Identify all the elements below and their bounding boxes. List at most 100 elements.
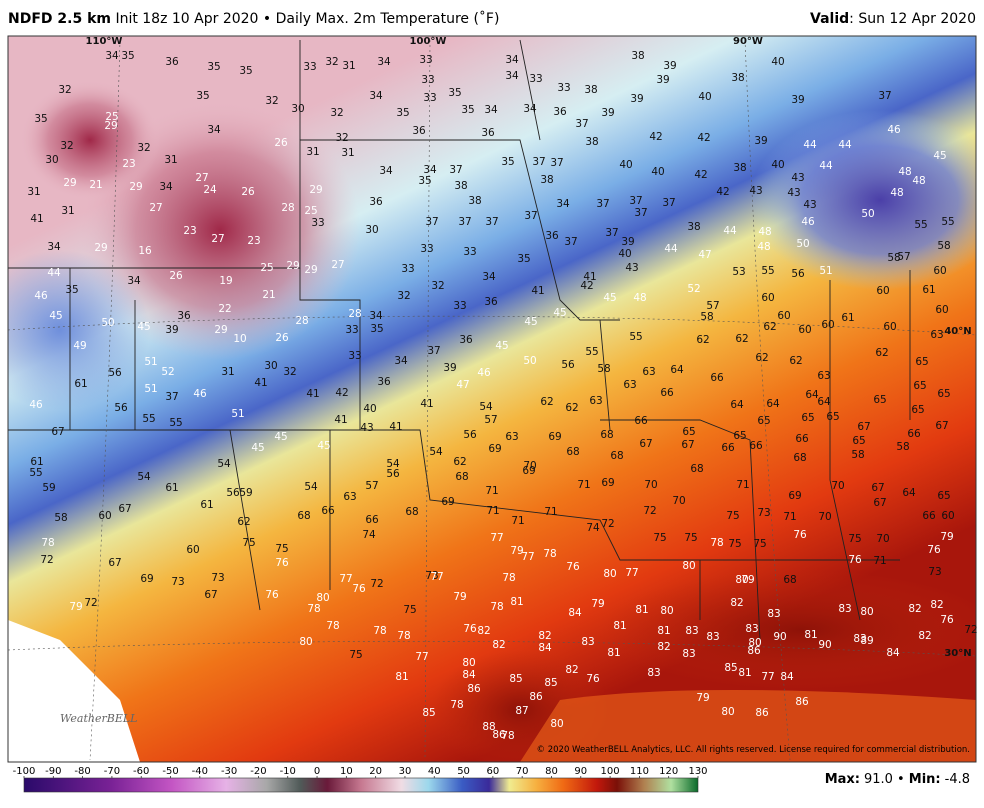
temperature-label: 45 [251,442,264,454]
subtitle: Init 18z 10 Apr 2020 • Daily Max. 2m Tem… [115,11,500,27]
colorbar [23,777,699,793]
temperature-label: 79 [69,601,82,613]
temperature-label: 84 [538,642,552,654]
temperature-label: 46 [193,388,207,400]
temperature-label: 65 [915,356,928,368]
temperature-label: 36 [369,196,383,208]
temperature-label: 33 [401,263,414,275]
temperature-label: 60 [883,321,896,333]
temperature-label: 31 [164,154,177,166]
temperature-label: 60 [798,324,811,336]
temperature-label: 78 [502,572,515,584]
temperature-label: 64 [805,389,819,401]
temperature-label: 62 [763,321,776,333]
temperature-label: 37 [532,156,545,168]
temperature-label: 76 [848,554,862,566]
temperature-label: 70 [644,479,657,491]
temperature-label: 88 [482,721,495,733]
temperature-label: 74 [362,529,376,541]
colorbar-tick-label: 80 [545,766,558,777]
temperature-label: 71 [544,506,557,518]
temperature-label: 35 [121,50,134,62]
temperature-label: 45 [524,316,537,328]
temperature-label: 63 [930,329,943,341]
temperature-label: 72 [40,554,53,566]
temperature-label: 46 [477,367,491,379]
temperature-label: 43 [791,172,804,184]
temperature-label: 34 [505,70,519,82]
temperature-label: 29 [309,184,322,196]
temperature-label: 86 [467,683,481,695]
temperature-label: 45 [274,431,287,443]
temperature-label: 42 [335,387,348,399]
temperature-label: 36 [459,334,473,346]
temperature-label: 71 [783,511,796,523]
temperature-label: 29 [214,324,227,336]
temperature-label: 25 [260,262,273,274]
temperature-label: 66 [721,442,735,454]
temperature-label: 72 [370,578,383,590]
temperature-label: 46 [801,216,815,228]
temperature-label: 44 [664,243,678,255]
temperature-label: 37 [458,216,471,228]
temperature-label: 30 [264,360,277,372]
temperature-label: 64 [766,398,780,410]
min-value: -4.8 [944,772,970,787]
temperature-label: 30 [45,154,58,166]
temperature-label: 86 [755,707,769,719]
temperature-label: 46 [34,290,48,302]
temperature-label: 70 [831,480,844,492]
temperature-label: 84 [780,671,794,683]
temperature-label: 44 [803,139,817,151]
temperature-label: 36 [165,56,179,68]
temperature-label: 26 [274,137,288,149]
title: NDFD 2.5 km [8,11,111,27]
temperature-label: 39 [165,324,178,336]
temperature-label: 75 [726,510,739,522]
temperature-label: 56 [386,468,400,480]
colorbar-tick-label: -30 [221,766,237,777]
temperature-label: 64 [902,487,916,499]
temperature-label: 50 [101,317,114,329]
temperature-label: 78 [373,625,386,637]
temperature-label: 56 [561,359,575,371]
temperature-label: 49 [73,340,86,352]
temperature-label: 51 [144,356,157,368]
temperature-label: 60 [941,510,954,522]
temperature-label: 37 [550,157,563,169]
temperature-label: 25 [304,205,317,217]
temperature-label: 83 [685,625,698,637]
temperature-label: 47 [456,379,469,391]
temperature-label: 68 [455,471,468,483]
temperature-label: 77 [430,571,443,583]
temperature-label: 38 [731,72,744,84]
temperature-label: 61 [165,482,178,494]
temperature-label: 45 [553,307,566,319]
header-right: Valid: Sun 12 Apr 2020 [810,11,976,27]
temperature-label: 28 [281,202,294,214]
temperature-label: 54 [429,446,443,458]
temperature-label: 48 [912,175,925,187]
temperature-label: 69 [140,573,153,585]
temperature-label: 61 [841,312,854,324]
temperature-label: 38 [454,180,467,192]
temperature-label: 60 [821,319,834,331]
temperature-label: 80 [682,560,695,572]
temperature-label: 78 [326,620,339,632]
temperature-label: 35 [239,65,252,77]
temperature-label: 48 [758,226,771,238]
temperature-label: 58 [937,240,950,252]
temperature-label: 66 [365,514,379,526]
temperature-label: 73 [757,507,770,519]
temperature-label: 35 [418,175,431,187]
temperature-label: 65 [873,394,886,406]
temperature-label: 37 [427,345,440,357]
temperature-label: 60 [98,510,111,522]
temperature-label: 33 [348,350,361,362]
temperature-label: 37 [878,90,891,102]
temperature-label: 56 [114,402,128,414]
temperature-label: 32 [431,280,444,292]
temperature-label: 27 [211,233,224,245]
temperature-label: 84 [568,607,582,619]
temperature-label: 27 [149,202,162,214]
